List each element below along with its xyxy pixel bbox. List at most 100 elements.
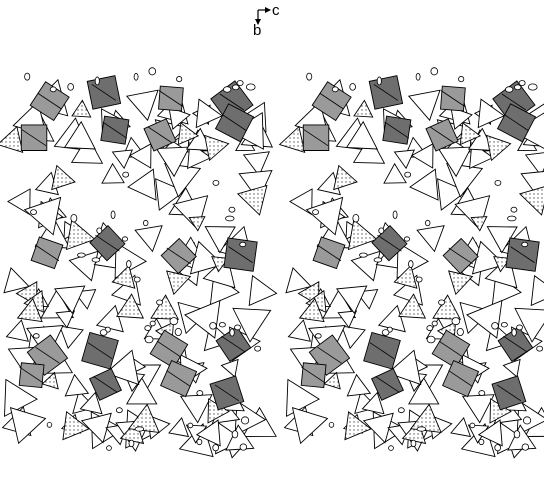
- atom: [229, 207, 235, 212]
- atom: [78, 253, 86, 257]
- atom: [379, 228, 384, 234]
- atom: [360, 253, 368, 257]
- atom: [427, 326, 433, 331]
- tetrahedron: [128, 169, 156, 200]
- atom: [213, 445, 219, 451]
- atom: [514, 431, 520, 438]
- atom: [123, 172, 129, 177]
- atom: [129, 440, 134, 447]
- atom: [210, 322, 217, 329]
- atom: [408, 261, 413, 268]
- atom: [177, 76, 182, 81]
- atom: [25, 73, 30, 80]
- atom: [135, 427, 144, 431]
- atom: [255, 346, 261, 351]
- atom: [427, 336, 435, 343]
- tetrahedron: [56, 311, 74, 328]
- c-axis-label: c: [272, 2, 280, 19]
- atom: [230, 329, 234, 336]
- atom: [175, 328, 181, 335]
- atom: [241, 417, 248, 424]
- atom: [512, 329, 516, 336]
- atom: [508, 216, 517, 221]
- atom: [223, 87, 230, 93]
- atom: [511, 207, 517, 212]
- atom: [417, 427, 426, 431]
- atom: [537, 346, 543, 351]
- atom: [143, 220, 148, 225]
- atom: [237, 80, 243, 85]
- atom: [495, 180, 501, 185]
- axis-indicator: c b: [253, 2, 280, 39]
- atom: [377, 77, 381, 85]
- b-axis-label: b: [253, 22, 261, 39]
- tetrahedron: [127, 90, 158, 120]
- atom: [492, 322, 499, 329]
- atom: [226, 216, 235, 221]
- tetrahedron: [169, 418, 189, 437]
- atom: [505, 87, 512, 93]
- atom: [479, 439, 484, 444]
- atom: [307, 73, 312, 80]
- atom: [100, 330, 107, 336]
- atom: [313, 210, 319, 215]
- tetrahedron: [417, 226, 444, 252]
- tetrahedron: [7, 320, 29, 341]
- atom: [213, 180, 219, 185]
- dotted-tetrahedron: [280, 127, 305, 153]
- dotted-tetrahedron: [67, 220, 95, 250]
- atom: [382, 330, 389, 336]
- atom: [31, 210, 37, 215]
- atom: [197, 391, 203, 396]
- atom: [374, 258, 382, 262]
- atom: [116, 408, 122, 413]
- atom: [50, 87, 56, 92]
- tetrahedron: [384, 164, 406, 183]
- dotted-tetrahedron: [238, 186, 267, 215]
- atom: [157, 300, 163, 305]
- tetrahedron: [531, 276, 544, 306]
- tetrahedron: [289, 320, 311, 341]
- atom: [404, 237, 409, 241]
- atom: [517, 325, 523, 330]
- atom: [332, 87, 338, 92]
- atom: [111, 211, 115, 219]
- atom: [97, 228, 102, 234]
- atom: [150, 321, 155, 326]
- tetrahedron: [293, 408, 328, 444]
- atom: [459, 76, 464, 81]
- atom: [522, 444, 529, 450]
- atom: [405, 172, 411, 177]
- dotted-tetrahedron: [52, 166, 75, 190]
- tetrahedron: [135, 226, 162, 252]
- atom: [71, 214, 77, 222]
- atom: [232, 431, 238, 438]
- atom: [452, 318, 460, 325]
- tetrahedron: [395, 150, 415, 168]
- tetrahedron: [102, 164, 124, 183]
- tetrahedron: [113, 150, 133, 168]
- atom: [470, 423, 475, 428]
- atom: [92, 258, 100, 262]
- atom: [393, 211, 397, 219]
- atom: [416, 277, 422, 282]
- atom: [240, 242, 246, 246]
- atom: [495, 445, 501, 451]
- atom: [398, 408, 404, 413]
- tetrahedron: [249, 276, 276, 306]
- atom: [149, 68, 156, 75]
- dotted-tetrahedron: [151, 295, 178, 319]
- crystal-structure-figure: c b: [0, 0, 544, 483]
- atom: [528, 84, 537, 90]
- atom: [219, 322, 225, 327]
- atom: [145, 326, 151, 331]
- atom: [522, 242, 528, 246]
- tetrahedron: [11, 408, 46, 444]
- atom: [431, 68, 438, 75]
- atom: [68, 83, 74, 90]
- atom: [188, 423, 193, 428]
- dotted-tetrahedron: [0, 127, 23, 153]
- atom: [457, 328, 463, 335]
- atom: [479, 391, 485, 396]
- tetrahedron: [503, 359, 520, 377]
